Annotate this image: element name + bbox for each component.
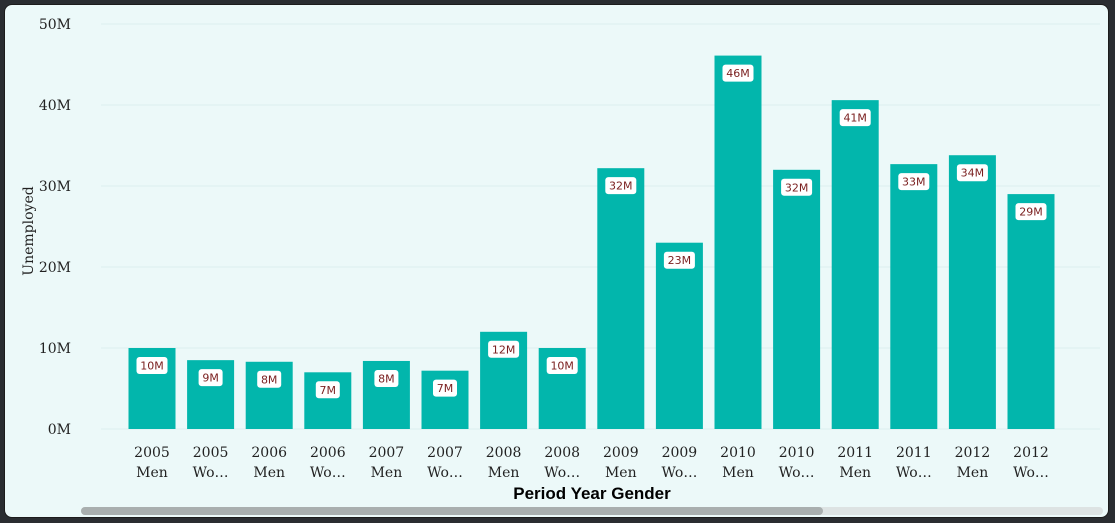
- data-label: 7M: [320, 384, 337, 397]
- x-tick-gender: Wo…: [310, 465, 346, 481]
- x-tick-gender: Wo…: [193, 465, 229, 481]
- horizontal-scrollbar[interactable]: [81, 507, 1103, 515]
- x-tick-year: 2010: [720, 445, 756, 461]
- data-label: 46M: [726, 67, 750, 80]
- bar[interactable]: [948, 155, 996, 429]
- x-tick-gender: Men: [605, 465, 637, 481]
- x-tick-gender: Wo…: [544, 465, 580, 481]
- data-label: 9M: [202, 372, 219, 385]
- chart-card: 0M 10M 20M 30M 40M 50M 10M 9M 8M 7M 8M 7M 12M 10M 32M…: [4, 4, 1109, 518]
- data-label-box: [663, 251, 695, 269]
- x-tick-gender: Men: [722, 465, 754, 481]
- x-tick-year: 2006: [251, 445, 287, 461]
- data-label-box: [781, 178, 813, 196]
- y-axis-title: Unemployed: [21, 186, 37, 275]
- x-tick-gender: Men: [371, 465, 403, 481]
- x-tick-year: 2006: [310, 445, 346, 461]
- bar[interactable]: [1007, 194, 1055, 429]
- data-label: 29M: [1019, 206, 1043, 219]
- y-axis-ticks: 0M 10M 20M 30M 40M 50M: [39, 17, 71, 438]
- data-labels: 10M 9M 8M 7M 8M 7M 12M 10M 32M 23M 46M 32M 41M 33M 34M…: [136, 64, 1047, 399]
- y-tick-label: 50M: [39, 17, 71, 33]
- x-tick-year: 2010: [779, 445, 815, 461]
- x-tick-year: 2012: [955, 445, 991, 461]
- data-label: 33M: [902, 176, 926, 189]
- bar[interactable]: [714, 55, 762, 430]
- x-tick-year: 2012: [1013, 445, 1049, 461]
- x-tick-year: 2008: [486, 445, 522, 461]
- data-label-box: [433, 379, 457, 397]
- x-tick-year: 2007: [369, 445, 405, 461]
- data-label: 41M: [843, 112, 867, 125]
- data-label-box: [136, 357, 168, 374]
- data-label: 12M: [492, 343, 516, 356]
- bar[interactable]: [655, 242, 703, 429]
- x-tick-year: 2009: [662, 445, 698, 461]
- x-tick-gender: Wo…: [427, 465, 463, 481]
- x-tick-year: 2011: [837, 445, 873, 461]
- y-tick-label: 10M: [39, 341, 71, 357]
- y-tick-label: 0M: [48, 422, 71, 438]
- bar[interactable]: [831, 100, 879, 429]
- y-tick-label: 40M: [39, 98, 71, 114]
- x-tick-year: 2009: [603, 445, 639, 461]
- x-tick-year: 2007: [427, 445, 463, 461]
- data-label: 7M: [437, 382, 454, 395]
- data-label: 8M: [261, 373, 278, 386]
- x-tick-year: 2005: [134, 445, 170, 461]
- x-tick-gender: Wo…: [661, 465, 697, 481]
- x-tick-gender: Wo…: [779, 465, 815, 481]
- bar[interactable]: [421, 370, 469, 429]
- x-tick-gender: Men: [957, 465, 989, 481]
- data-label-box: [488, 340, 520, 358]
- y-tick-label: 20M: [39, 260, 71, 276]
- data-label-box: [198, 369, 223, 387]
- data-label: 32M: [785, 181, 809, 194]
- x-axis-ticks: 2005 Men 2005 Wo… 2006 Men 2006 Wo… 2007 Men 2007 W…: [134, 445, 1049, 481]
- data-label-box: [546, 357, 578, 374]
- x-tick-gender: Men: [253, 465, 285, 481]
- x-tick-gender: Men: [488, 465, 520, 481]
- data-label: 10M: [550, 360, 574, 373]
- data-label-box: [898, 173, 930, 191]
- bars: [128, 55, 1055, 430]
- data-label: 10M: [140, 360, 164, 373]
- data-label-box: [605, 177, 637, 195]
- scrollbar-thumb[interactable]: [81, 507, 823, 515]
- data-label: 8M: [378, 372, 395, 385]
- x-tick-gender: Wo…: [896, 465, 932, 481]
- data-label: 23M: [668, 254, 692, 267]
- bar[interactable]: [304, 372, 352, 429]
- bar[interactable]: [773, 169, 821, 430]
- x-axis-title: Period Year Gender: [513, 484, 671, 503]
- data-label-box: [956, 164, 988, 182]
- x-tick-year: 2008: [544, 445, 580, 461]
- bar[interactable]: [597, 168, 645, 429]
- bar[interactable]: [890, 164, 938, 429]
- y-tick-label: 30M: [39, 179, 71, 195]
- x-tick-gender: Men: [136, 465, 168, 481]
- data-label-box: [722, 64, 754, 82]
- x-tick-year: 2005: [193, 445, 229, 461]
- x-tick-year: 2011: [896, 445, 932, 461]
- data-label-box: [374, 369, 399, 387]
- x-tick-gender: Wo…: [1013, 465, 1049, 481]
- bar-chart: 0M 10M 20M 30M 40M 50M 10M 9M 8M 7M 8M 7M 12M 10M 32M…: [21, 17, 1100, 503]
- data-label-box: [839, 109, 871, 127]
- x-tick-gender: Men: [839, 465, 871, 481]
- data-label: 34M: [961, 167, 985, 180]
- data-label-box: [257, 370, 282, 388]
- data-label-box: [1015, 203, 1047, 221]
- data-label-box: [315, 381, 340, 399]
- data-label: 32M: [609, 180, 633, 193]
